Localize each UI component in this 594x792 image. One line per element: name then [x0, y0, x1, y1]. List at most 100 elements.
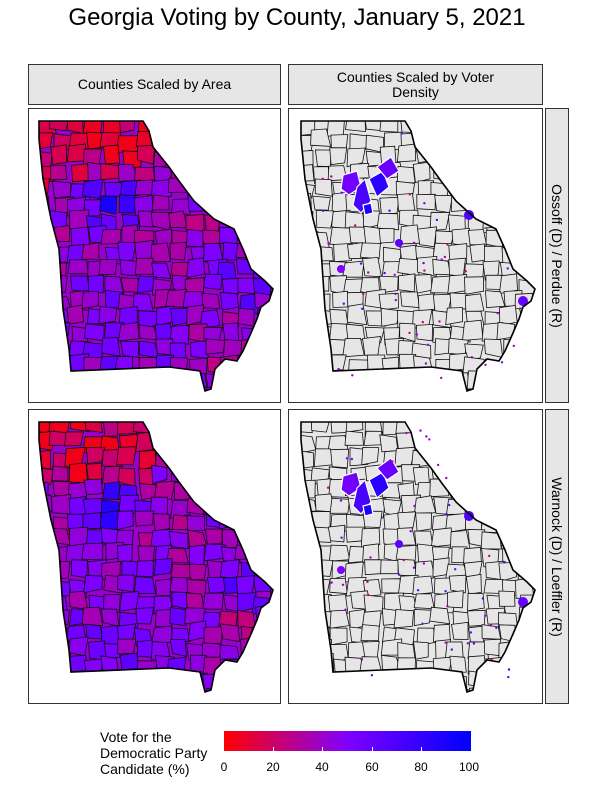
county-dot [440, 258, 443, 261]
county [169, 241, 187, 261]
county [445, 307, 464, 326]
county-dot [495, 626, 498, 629]
county [301, 342, 317, 361]
county [236, 194, 255, 211]
legend-colorbar [224, 731, 471, 751]
county [133, 576, 156, 595]
county [329, 389, 348, 391]
county [239, 209, 259, 226]
county [464, 434, 482, 454]
county [83, 658, 104, 679]
county [236, 463, 255, 483]
county-dot [369, 556, 372, 559]
county [310, 275, 330, 292]
county [39, 371, 54, 391]
county-dot [344, 608, 347, 611]
county-dot [342, 302, 345, 305]
county [397, 642, 416, 661]
county [532, 371, 535, 389]
county [70, 559, 88, 579]
county [451, 227, 471, 247]
county [168, 530, 189, 549]
county-dot [423, 202, 426, 205]
county [121, 374, 139, 391]
county [136, 560, 154, 578]
county-dot [345, 457, 349, 460]
county [397, 192, 416, 213]
county [414, 422, 433, 440]
county [345, 422, 364, 433]
county [39, 353, 55, 372]
county [253, 447, 273, 465]
county [467, 609, 486, 627]
county [238, 228, 259, 245]
county [480, 481, 499, 502]
county [518, 480, 535, 499]
county [537, 640, 544, 657]
county [118, 194, 137, 214]
row-header-ossoff: Ossoff (D) / Perdue (R) [545, 108, 569, 403]
county [81, 606, 104, 627]
county [448, 574, 467, 594]
county-dot [443, 255, 447, 259]
county [218, 436, 238, 454]
county [311, 356, 332, 377]
county-dot [464, 210, 474, 220]
county-dot [383, 271, 386, 275]
county [301, 530, 311, 549]
county [432, 258, 451, 276]
county [479, 133, 501, 149]
county [484, 370, 502, 391]
county [270, 134, 273, 152]
county [360, 527, 381, 548]
county [116, 690, 136, 692]
county [414, 560, 436, 581]
county [81, 291, 100, 310]
county [252, 639, 271, 658]
county [254, 150, 273, 171]
county [39, 340, 52, 360]
county [81, 542, 104, 561]
county [221, 277, 243, 296]
county [482, 148, 501, 169]
county-dot [361, 307, 364, 310]
county-dekalb [368, 170, 390, 198]
county [515, 675, 534, 692]
county-dot [340, 191, 343, 194]
county [463, 276, 485, 295]
county [169, 372, 189, 391]
county [39, 226, 49, 247]
state-border [38, 421, 274, 694]
county [39, 655, 57, 674]
county [256, 545, 273, 562]
county [172, 435, 191, 455]
county [432, 623, 451, 643]
county-dot [327, 242, 330, 245]
county [429, 606, 451, 625]
county [271, 372, 273, 391]
county [342, 260, 365, 278]
county [103, 385, 121, 391]
county [189, 465, 210, 486]
county [117, 422, 138, 435]
county [518, 467, 535, 487]
georgia-map-density [300, 120, 543, 393]
county [537, 295, 543, 311]
county [98, 258, 118, 275]
county [39, 622, 55, 644]
county [185, 257, 205, 279]
county [203, 148, 223, 166]
county [272, 353, 273, 373]
county [412, 466, 430, 485]
county [206, 481, 228, 500]
county [86, 371, 107, 390]
county [256, 464, 273, 485]
county [301, 655, 314, 677]
county [219, 644, 240, 660]
county-dot [444, 641, 447, 644]
county [330, 448, 350, 469]
county-dot [321, 177, 324, 180]
county [518, 215, 535, 232]
county-dot [405, 431, 408, 435]
county [329, 226, 352, 246]
